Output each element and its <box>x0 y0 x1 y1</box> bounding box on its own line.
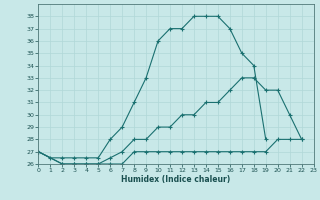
X-axis label: Humidex (Indice chaleur): Humidex (Indice chaleur) <box>121 175 231 184</box>
